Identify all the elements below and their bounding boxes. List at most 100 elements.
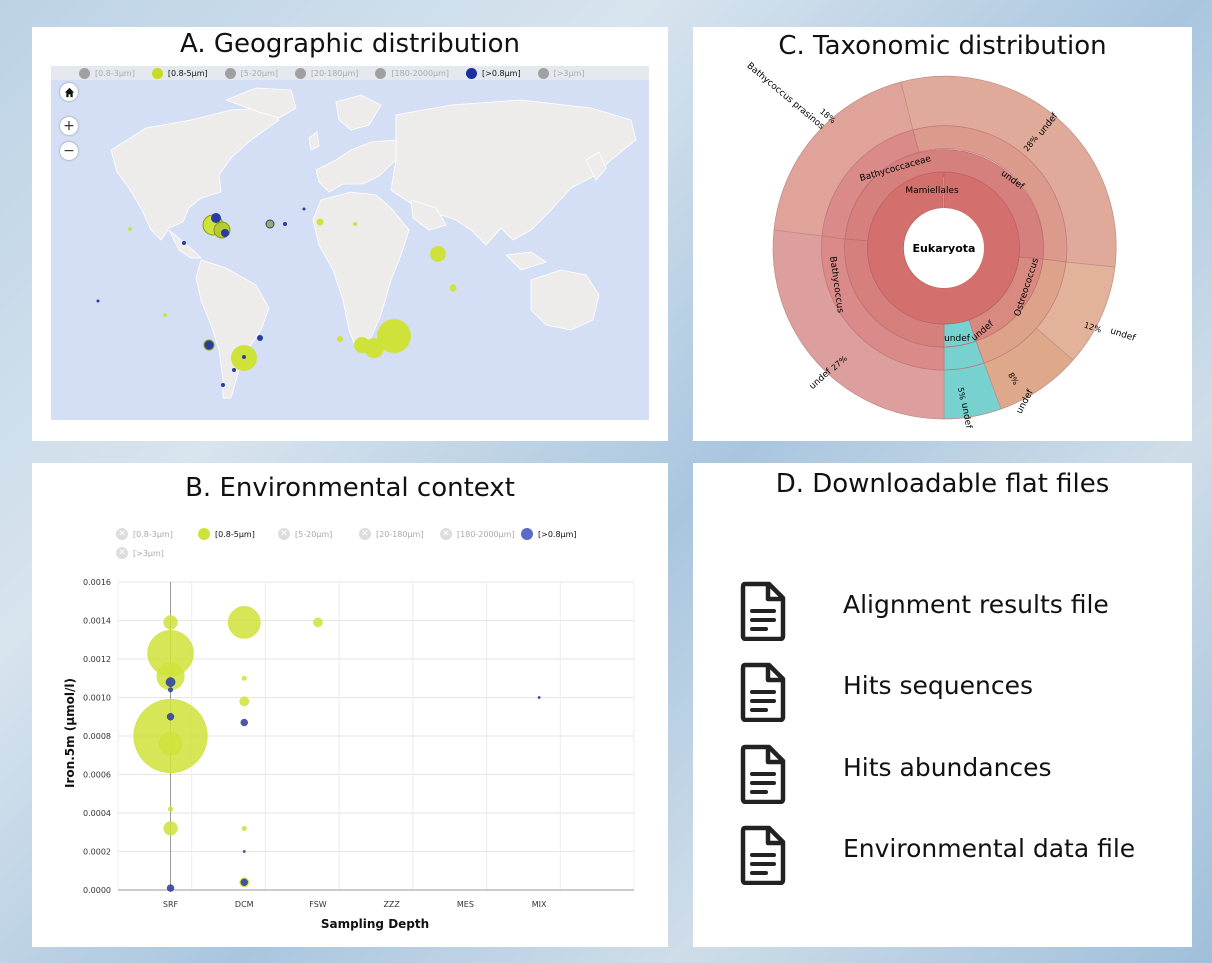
legend-dot-icon [375,67,387,79]
legend-dot-icon [224,67,236,79]
file-label[interactable]: Hits abundances [843,753,1052,782]
sample-marker[interactable] [265,219,275,229]
sample-marker[interactable] [128,227,132,231]
x-tick-label: MIX [532,900,547,909]
sample-marker[interactable] [430,246,446,262]
plot-legend-item[interactable]: ✕ [20-180μm] [359,528,423,540]
file-document-icon [740,744,786,804]
sunburst-outer-label: undef [1109,326,1137,344]
y-tick-label: 0.0012 [83,655,111,664]
sample-marker[interactable] [337,336,343,342]
close-icon: ✕ [116,528,128,540]
plot-legend-item[interactable]: ✕ [>3μm] [116,547,164,559]
y-tick-label: 0.0006 [83,771,111,780]
close-icon: ✕ [440,528,452,540]
sample-marker[interactable] [283,222,287,226]
legend-item[interactable]: [0.8-5μm] [151,67,208,79]
legend-item[interactable]: [5-20μm] [224,67,278,79]
sample-marker[interactable] [211,213,221,223]
plot-legend-item[interactable]: ✕ [180-2000μm] [440,528,515,540]
file-document-icon [740,581,786,641]
sample-marker[interactable] [232,368,236,372]
file-download-environmental[interactable]: Environmental data file [739,825,1135,885]
plot-legend-item[interactable]: ✕ [0.8-3μm] [116,528,173,540]
y-tick-label: 0.0004 [83,809,111,818]
data-point[interactable] [167,806,174,812]
taxonomic-distribution-panel: C. Taxonomic distribution Eukaryota [693,27,1192,441]
data-point[interactable] [241,825,247,831]
data-point[interactable] [163,821,178,836]
sample-marker[interactable] [316,218,324,226]
plot-legend-item[interactable]: [0.8-5μm] [198,528,255,540]
data-point[interactable] [240,718,248,727]
data-point[interactable] [240,878,248,886]
data-point[interactable] [166,884,175,892]
sample-marker[interactable] [221,229,229,237]
data-point[interactable] [166,713,175,721]
home-button[interactable] [60,83,78,101]
file-label[interactable]: Environmental data file [843,834,1136,863]
data-point[interactable] [163,615,178,630]
sample-marker[interactable] [302,207,306,211]
file-download-hits-sequences[interactable]: Hits sequences [739,662,1033,722]
sunburst-outer-pct: 5% [956,387,967,401]
data-point[interactable] [313,617,323,628]
map-legend: [0.8-3μm] [0.8-5μm] [5-20μm] [20-180μm] … [51,66,649,80]
sample-marker[interactable] [203,339,215,351]
sample-marker[interactable] [221,383,225,387]
file-document-icon [740,662,786,722]
close-icon: ✕ [278,528,290,540]
x-tick-label: ZZZ [383,900,400,909]
zoom-in-button[interactable]: + [60,117,78,135]
sample-marker[interactable] [449,284,457,292]
landmasses [110,87,637,399]
world-map[interactable]: + − [51,80,649,420]
legend-dot-icon [151,67,163,79]
sunburst-ring3-label: undef [944,334,971,344]
sample-markers [96,207,457,387]
sunburst-center[interactable] [904,208,984,288]
file-download-alignment[interactable]: Alignment results file [739,581,1109,641]
legend-item[interactable]: [180-2000μm] [375,67,449,79]
y-tick-label: 0.0008 [83,732,111,741]
file-download-hits-abundances[interactable]: Hits abundances [739,744,1052,804]
data-point[interactable] [167,687,174,693]
data-point[interactable] [165,677,176,687]
sample-marker[interactable] [163,313,167,317]
home-icon [64,87,74,97]
data-point[interactable] [227,606,261,639]
legend-item[interactable]: [>0.8μm] [466,67,521,79]
panel-b-title: B. Environmental context [185,473,515,503]
plot-legend-item[interactable]: ✕ [5-20μm] [278,528,332,540]
y-tick-label: 0.0014 [83,617,111,626]
legend-dot-icon [466,67,478,79]
world-map-svg [96,87,637,399]
sample-marker[interactable] [257,335,263,341]
x-tick-label: SRF [163,900,179,909]
plot-legend-item[interactable]: [>0.8μm] [521,528,577,540]
legend-item[interactable]: [>3μm] [537,67,585,79]
sample-marker[interactable] [353,222,357,226]
legend-item[interactable]: [0.8-3μm] [79,67,135,79]
sample-marker[interactable] [242,355,246,359]
y-axis-title: Iron.5m (μmol/l) [63,678,77,788]
sunburst-center-label: Eukaryota [913,242,976,255]
data-point[interactable] [239,696,250,707]
data-point[interactable] [537,696,541,699]
sample-marker[interactable] [96,299,100,303]
sunburst-ring1-label: Mamiellales [905,186,959,196]
plus-icon: + [63,118,75,134]
file-label[interactable]: Hits sequences [843,671,1034,700]
data-point[interactable] [242,850,246,853]
legend-item[interactable]: [20-180μm] [294,67,358,79]
zoom-out-button[interactable]: − [60,142,78,160]
environmental-context-panel: B. Environmental context ✕ [0.8-3μm] [0.8… [32,463,668,947]
sample-marker[interactable] [377,319,411,353]
data-point[interactable] [158,731,183,756]
panel-a-title: A. Geographic distribution [180,29,520,59]
data-point[interactable] [241,675,247,681]
sample-marker[interactable] [182,241,186,245]
file-label[interactable]: Alignment results file [843,590,1109,619]
x-axis-title: Sampling Depth [321,917,429,931]
close-icon: ✕ [359,528,371,540]
